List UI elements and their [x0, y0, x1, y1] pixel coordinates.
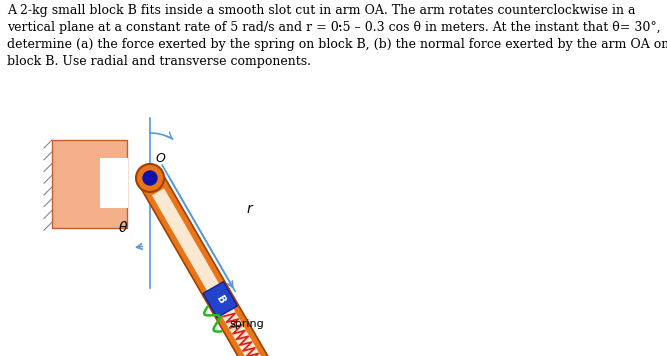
Polygon shape: [152, 188, 269, 356]
Text: θ: θ: [119, 220, 127, 235]
Polygon shape: [203, 282, 237, 318]
Circle shape: [136, 164, 164, 192]
Polygon shape: [100, 158, 128, 208]
Text: spring: spring: [229, 319, 264, 329]
Text: r: r: [246, 202, 252, 216]
Circle shape: [143, 171, 157, 185]
Text: A 2-kg small block B fits inside a smooth slot cut in arm OA. The arm rotates co: A 2-kg small block B fits inside a smoot…: [7, 4, 667, 68]
Polygon shape: [138, 170, 278, 356]
Text: O: O: [155, 152, 165, 164]
Polygon shape: [52, 140, 127, 228]
Text: B: B: [214, 294, 227, 306]
Text: .: .: [337, 12, 343, 31]
